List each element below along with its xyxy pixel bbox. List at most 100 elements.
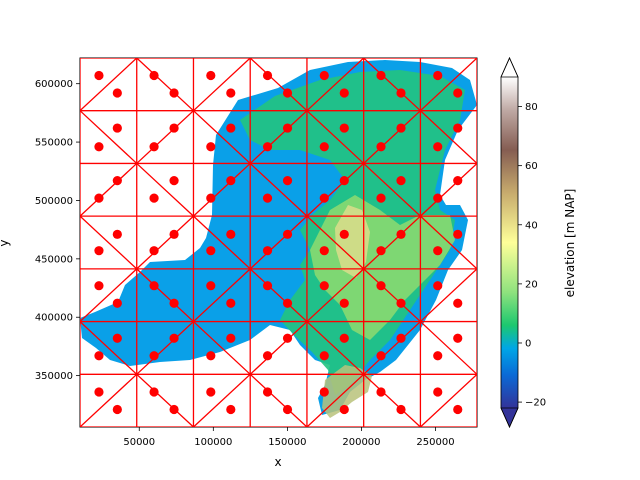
data-point <box>149 351 159 361</box>
data-point <box>169 333 179 343</box>
data-point <box>433 246 443 256</box>
mesh-diagonal-line <box>306 373 365 427</box>
data-point <box>169 404 179 415</box>
mesh-diagonal-line <box>249 110 308 164</box>
mesh-diagonal-line <box>136 58 194 112</box>
data-point <box>206 351 216 361</box>
data-point <box>339 229 349 239</box>
data-point <box>149 246 159 256</box>
mesh-diagonal-line <box>419 215 477 270</box>
data-point <box>262 387 273 397</box>
mesh-diagonal-line <box>306 215 365 270</box>
mesh-diagonal-line <box>249 268 308 323</box>
x-axis-label: x <box>274 455 281 469</box>
colorbar-bottom-extend <box>500 407 519 428</box>
mesh-diagonal-line <box>249 162 308 217</box>
land-area-hills <box>335 205 370 278</box>
data-point <box>319 70 329 81</box>
mesh-diagonal-line <box>363 58 421 112</box>
data-point <box>226 88 236 98</box>
data-point <box>169 88 179 98</box>
mesh-diagonal-line <box>193 110 251 164</box>
colorbar-tick-label: −20 <box>525 398 546 409</box>
colorbar-tick-label: 60 <box>525 161 538 172</box>
data-point <box>206 387 216 397</box>
mesh-diagonal-line <box>136 162 194 217</box>
data-point <box>149 70 159 81</box>
data-point <box>282 229 293 239</box>
data-point <box>433 351 443 361</box>
x-tick-label: 50000 <box>123 437 155 448</box>
mesh-diagonal-line <box>363 268 421 323</box>
data-point <box>94 387 104 397</box>
data-point <box>319 351 329 361</box>
data-point <box>226 298 236 308</box>
x-tick-label: 100000 <box>194 437 232 448</box>
mesh-diagonal-line <box>419 321 477 375</box>
mesh-diagonal-line <box>80 58 138 112</box>
mesh-diagonal-line <box>80 110 138 164</box>
data-point <box>169 298 179 308</box>
mesh-diagonal-line <box>136 215 194 270</box>
data-point <box>433 387 443 397</box>
data-point <box>453 123 463 133</box>
mesh-diagonal-line <box>419 110 477 164</box>
data-point <box>282 404 293 415</box>
data-point <box>319 193 329 203</box>
data-point <box>206 70 216 81</box>
mesh-diagonal-line <box>306 58 365 112</box>
data-point <box>433 281 443 291</box>
y-tick-label: 500000 <box>35 196 73 207</box>
mesh-diagonal-line <box>419 58 477 112</box>
data-point <box>112 333 122 343</box>
mesh-diagonal-line <box>363 321 421 375</box>
mesh-diagonal-line <box>136 268 194 323</box>
x-tick-label: 200000 <box>342 437 380 448</box>
data-point <box>262 351 273 361</box>
colorbar-outline <box>500 57 519 428</box>
data-point <box>282 333 293 343</box>
data-point <box>112 229 122 239</box>
mesh-diagonal-line <box>306 110 365 164</box>
data-point <box>376 246 386 256</box>
data-point <box>453 404 463 415</box>
mesh-diagonal-line <box>193 321 251 375</box>
data-point <box>169 123 179 133</box>
mesh-diagonal-line <box>80 373 138 427</box>
mesh-diagonal-line <box>136 321 194 375</box>
mesh-diagonal-line <box>136 373 194 427</box>
data-point <box>112 176 122 186</box>
data-point <box>319 387 329 397</box>
data-point <box>339 333 349 343</box>
data-point <box>169 229 179 239</box>
mesh-diagonal-line <box>193 268 251 323</box>
mesh-diagonal-line <box>249 215 308 270</box>
data-point <box>206 193 216 203</box>
data-point <box>376 193 386 203</box>
y-tick-label: 550000 <box>35 138 73 149</box>
data-point <box>433 193 443 203</box>
mesh-diagonal-line <box>193 162 251 217</box>
mesh-diagonal-line <box>80 321 138 375</box>
mesh-diagonal-line <box>193 215 251 270</box>
colorbar-top-extend <box>500 57 519 78</box>
data-point <box>112 404 122 415</box>
data-point <box>339 298 349 308</box>
mesh-diagonal-line <box>306 268 365 323</box>
mesh-diagonal-line <box>363 110 421 164</box>
data-point <box>433 142 443 152</box>
data-point <box>94 351 104 361</box>
mesh-diagonal-line <box>136 110 194 164</box>
data-point <box>319 246 329 256</box>
colorbar-tick-label: 20 <box>525 279 538 290</box>
colorbar-tick-label: 80 <box>525 102 538 113</box>
mesh-diagonal-line <box>363 215 421 270</box>
data-point <box>149 387 159 397</box>
data-point <box>206 142 216 152</box>
y-axis-ticks: 350000 400000 450000 500000 550000 600000 <box>35 79 80 382</box>
data-point <box>376 351 386 361</box>
data-point <box>226 123 236 133</box>
data-point <box>206 281 216 291</box>
data-point <box>112 123 122 133</box>
data-point <box>282 123 293 133</box>
